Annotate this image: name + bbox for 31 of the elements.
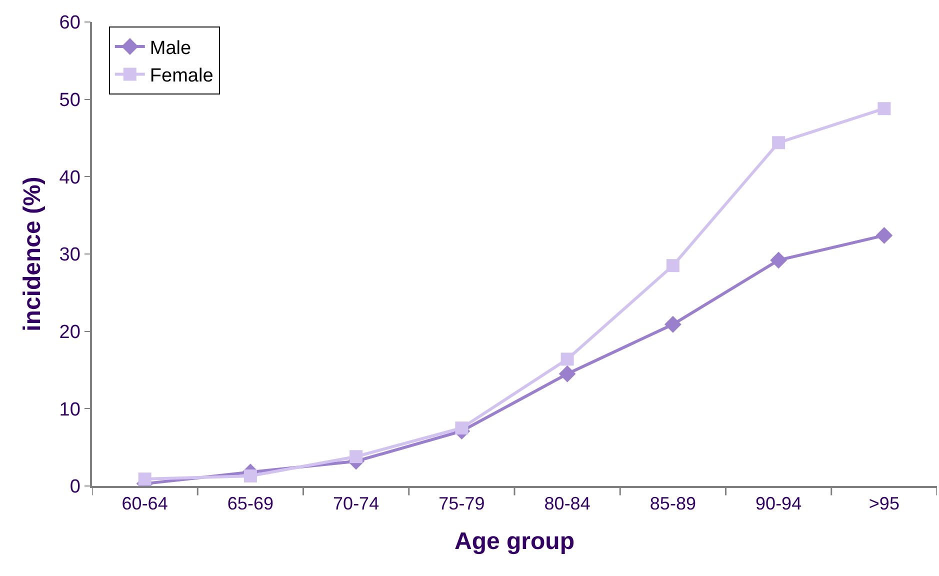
- legend-label: Male: [150, 38, 192, 59]
- x-tick-label: 65-69: [227, 493, 274, 514]
- y-tick-label: 0: [70, 476, 80, 498]
- point: [770, 252, 788, 269]
- x-axis-title: Age group: [454, 528, 574, 556]
- y-tick-label: 30: [59, 244, 80, 266]
- y-tick-label: 60: [59, 12, 80, 34]
- x-tick-label: 80-84: [544, 493, 590, 514]
- y-tick-label: 40: [59, 167, 80, 188]
- point: [560, 352, 574, 366]
- x-tick-label: 70-74: [333, 493, 380, 514]
- point: [350, 450, 363, 464]
- y-axis-title: incidence (%): [18, 176, 46, 332]
- y-tick-label: 50: [59, 90, 80, 111]
- point: [666, 259, 680, 272]
- point: [455, 422, 468, 434]
- x-tick-label: 60-64: [122, 493, 168, 514]
- y-tick-label: 20: [59, 322, 80, 343]
- point: [138, 472, 152, 486]
- x-tick-label: >95: [868, 493, 900, 514]
- x-tick-label: 85-89: [650, 493, 696, 514]
- point: [244, 469, 257, 482]
- point: [772, 136, 786, 150]
- point: [558, 365, 576, 382]
- point: [876, 226, 893, 244]
- point: [878, 102, 891, 116]
- x-tick-label: 75-79: [438, 493, 485, 514]
- legend-label: Female: [150, 66, 214, 87]
- y-tick-label: 10: [59, 399, 80, 420]
- x-tick-label: 90-94: [756, 493, 802, 514]
- point: [664, 316, 682, 333]
